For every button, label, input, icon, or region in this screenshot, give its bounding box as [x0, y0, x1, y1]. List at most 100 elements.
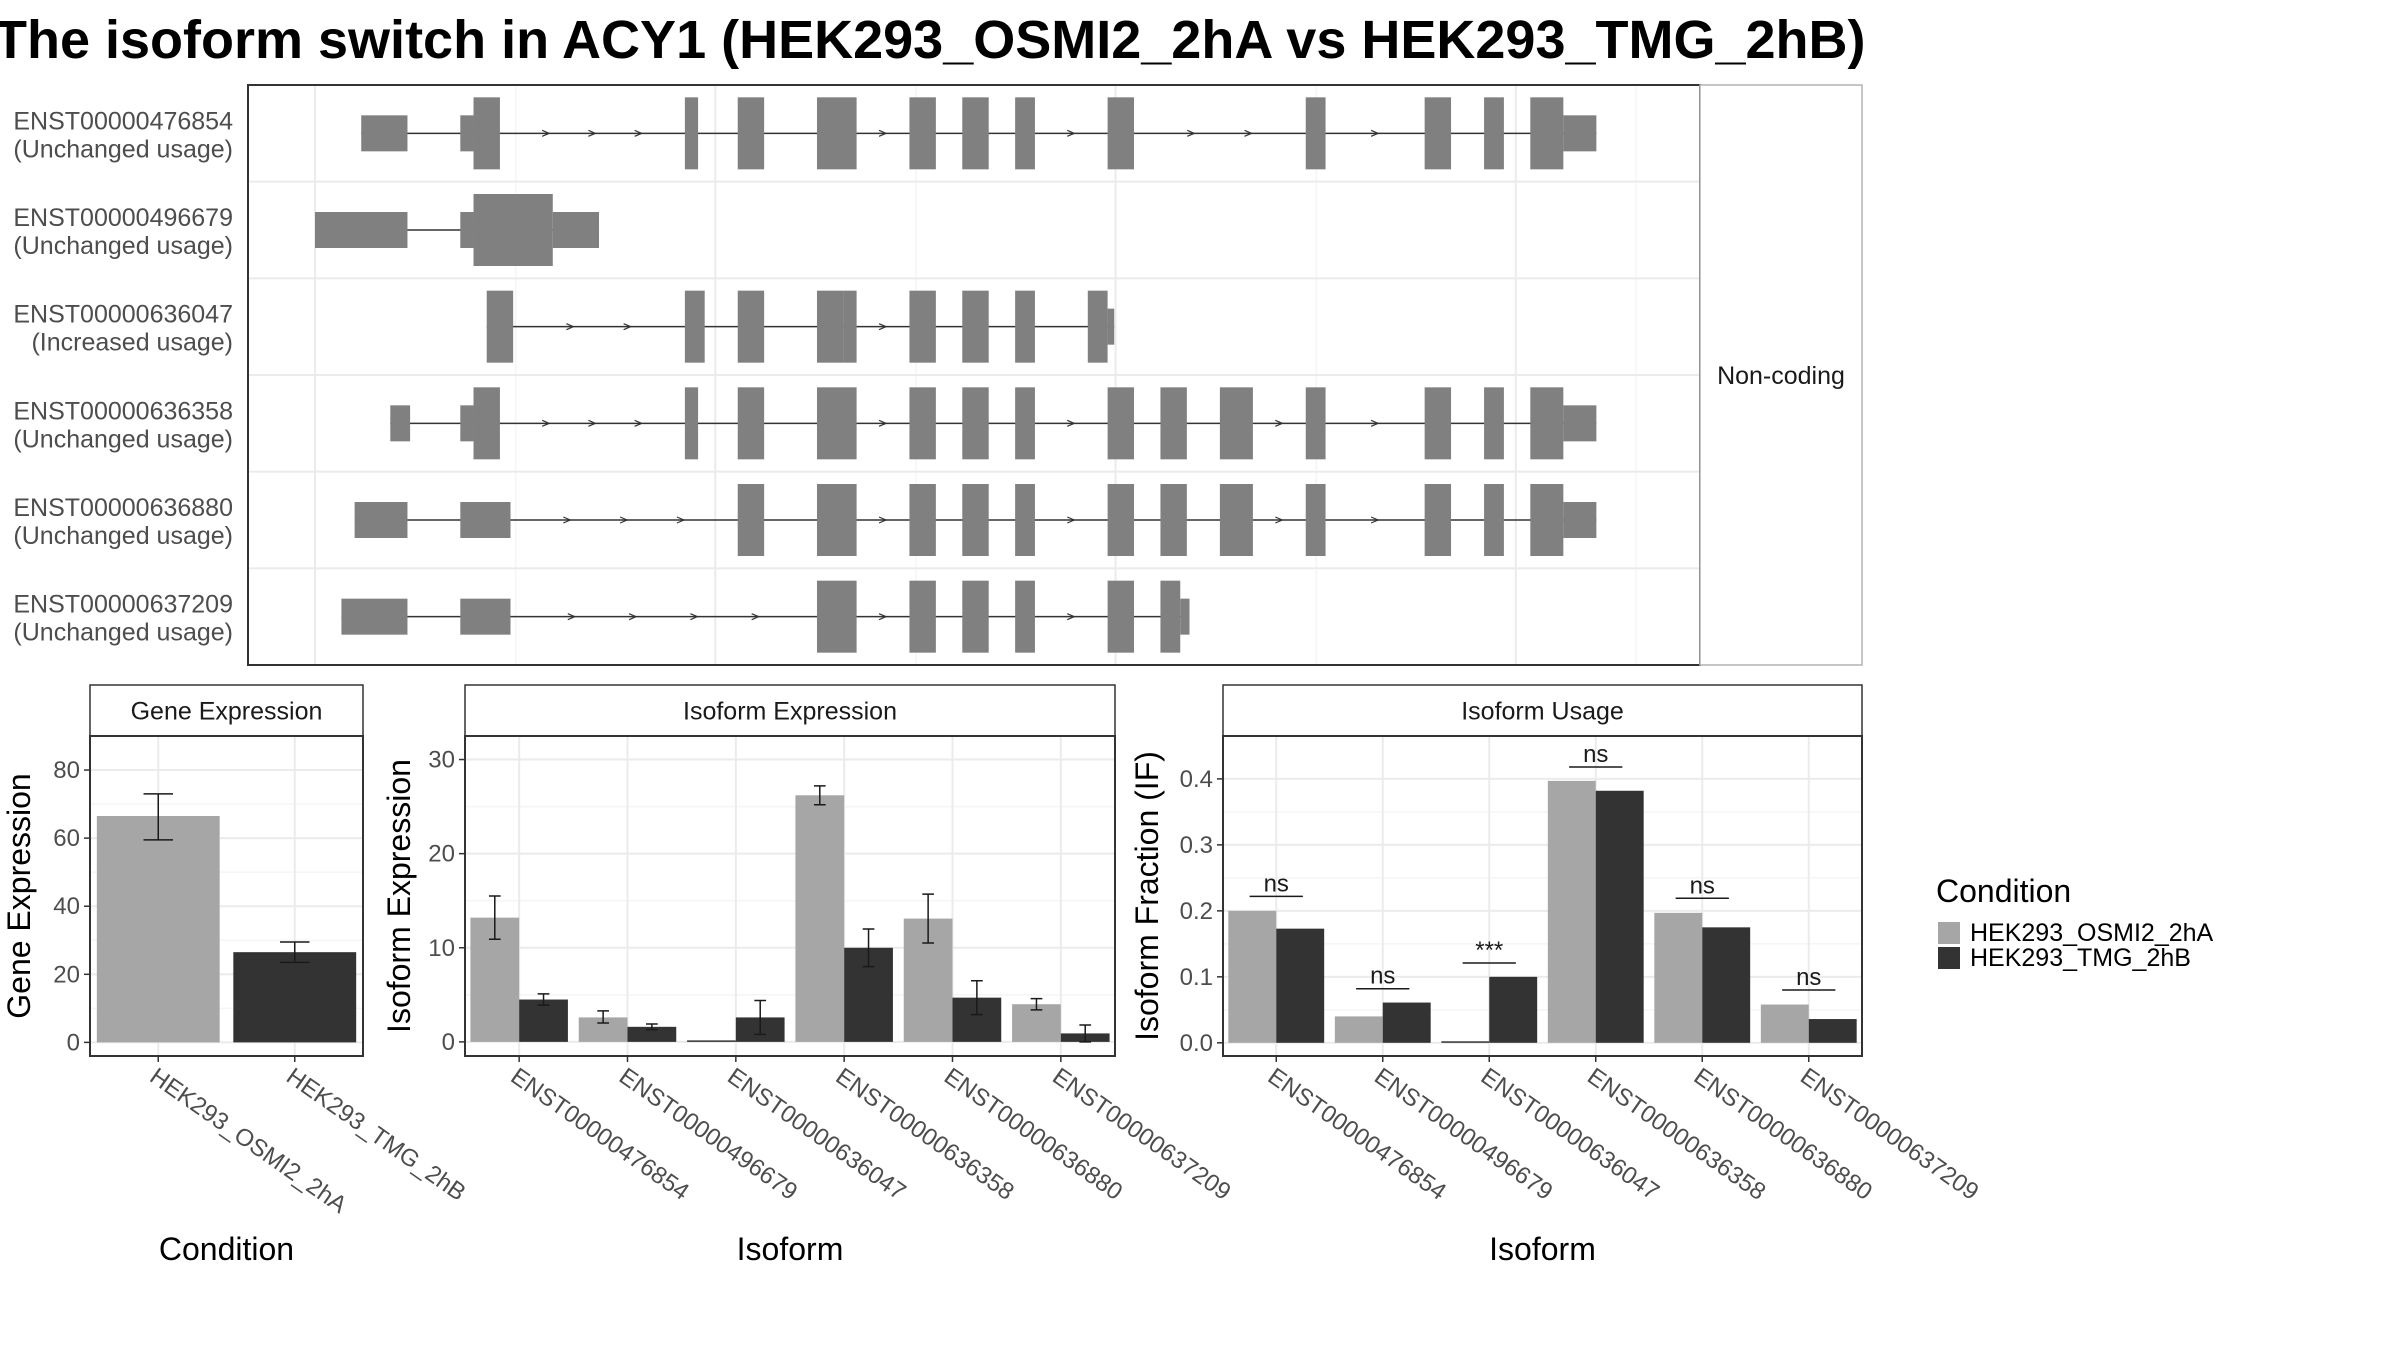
- coding-exon: [737, 387, 765, 460]
- transcript-row: ENST00000637209(Unchanged usage): [13, 580, 1190, 653]
- coding-exon: [1107, 97, 1135, 170]
- bar: [1595, 790, 1644, 1043]
- direction-arrow: [878, 323, 888, 331]
- error-bar: [1030, 997, 1043, 1011]
- transcript-structure-panel: ENST00000476854(Unchanged usage)ENST0000…: [13, 84, 1863, 666]
- direction-arrow: [563, 516, 572, 524]
- y-tick-label: 0.4: [1180, 766, 1213, 793]
- transcript-row: ENST00000496679(Unchanged usage): [13, 194, 600, 266]
- plot-background: [465, 736, 1115, 1056]
- transcript-usage-label: (Increased usage): [31, 329, 233, 357]
- significance-label: ns: [1583, 741, 1608, 768]
- x-tick-label: ENST00000636880: [939, 1063, 1127, 1206]
- x-tick-label: ENST00000637209: [1047, 1063, 1235, 1206]
- coding-exon: [816, 97, 857, 170]
- legend-swatch: [1938, 947, 1960, 969]
- error-bar: [1079, 1024, 1092, 1043]
- direction-arrow: [634, 419, 644, 427]
- direction-arrow: [878, 516, 888, 524]
- coding-exon: [473, 194, 553, 266]
- x-tick-label: ENST00000636880: [1689, 1063, 1877, 1206]
- coding-exon: [473, 387, 500, 460]
- legend-title: Condition: [1936, 873, 2071, 909]
- transcript-row: ENST00000636358(Unchanged usage): [13, 387, 1597, 460]
- coding-exon: [1484, 387, 1504, 460]
- coding-exon: [737, 484, 765, 556]
- utr-exon: [1563, 502, 1597, 538]
- coding-exon: [962, 387, 989, 460]
- utr-exon: [1563, 405, 1597, 442]
- utr-exon: [354, 502, 408, 538]
- direction-arrow: [751, 613, 761, 621]
- x-tick-label: ENST00000476854: [506, 1063, 694, 1206]
- coding-exon: [684, 290, 705, 363]
- y-tick-label: 0: [442, 1029, 455, 1056]
- coding-exon: [962, 97, 989, 170]
- error-bar: [813, 785, 826, 806]
- direction-arrow: [623, 323, 633, 331]
- y-tick-label: 0.2: [1180, 898, 1213, 925]
- panel-title-strip: [89, 684, 364, 737]
- transcript-row: ENST00000636047(Increased usage): [13, 290, 1115, 363]
- legend-label: HEK293_TMG_2hB: [1970, 944, 2191, 972]
- coding-exon: [962, 484, 989, 556]
- coding-exon: [737, 97, 765, 170]
- error-bar: [862, 928, 875, 968]
- bar: [1702, 927, 1751, 1043]
- direction-arrow: [878, 613, 888, 621]
- direction-arrow: [1067, 419, 1076, 427]
- direction-arrow: [588, 129, 597, 137]
- y-tick-label: 20: [428, 841, 455, 868]
- error-bar: [488, 895, 501, 941]
- coding-exon: [1160, 484, 1187, 556]
- transcript-usage-label: (Unchanged usage): [13, 232, 233, 260]
- coding-exon: [909, 290, 936, 363]
- coding-exon: [1530, 484, 1564, 556]
- direction-arrow: [1370, 419, 1380, 427]
- coding-exon: [1015, 290, 1035, 363]
- coding-exon: [1219, 484, 1253, 556]
- coding-exon: [1305, 97, 1326, 170]
- coding-exon: [1015, 484, 1035, 556]
- coding-exon: [816, 290, 844, 363]
- transcript-usage-label: (Unchanged usage): [13, 522, 233, 550]
- utr-exon: [361, 115, 408, 152]
- error-bar: [754, 999, 767, 1036]
- x-tick-label: ENST00000636047: [1476, 1063, 1664, 1206]
- y-tick-label: 0: [67, 1029, 80, 1056]
- utr-exon: [315, 212, 408, 248]
- transcript-usage-label: (Unchanged usage): [13, 425, 233, 453]
- utr-exon: [460, 212, 474, 248]
- coding-exon: [1219, 387, 1253, 460]
- panel-title: Isoform Usage: [1461, 698, 1624, 726]
- transcript-usage-label: (Unchanged usage): [13, 135, 233, 163]
- legend-swatch: [1938, 922, 1960, 944]
- coding-exon: [684, 387, 699, 460]
- x-axis-title: Isoform: [1489, 1231, 1596, 1267]
- direction-arrow: [1067, 516, 1076, 524]
- x-tick-label: ENST00000637209: [1795, 1063, 1983, 1206]
- panel-title-strip: [1222, 684, 1863, 737]
- transcript-id-label: ENST00000476854: [13, 107, 233, 135]
- y-tick-label: 80: [53, 757, 80, 784]
- x-tick-label: ENST00000496679: [1369, 1063, 1557, 1206]
- coding-exon: [1305, 387, 1326, 460]
- direction-arrow: [1370, 516, 1380, 524]
- coding-exon: [909, 387, 936, 460]
- bar: [795, 795, 845, 1042]
- coding-exon: [1160, 387, 1187, 460]
- direction-arrow: [541, 419, 551, 427]
- error-bar: [646, 1023, 658, 1031]
- y-tick-label: 60: [53, 825, 80, 852]
- panel-title: Gene Expression: [131, 698, 323, 726]
- direction-arrow: [1244, 129, 1254, 137]
- y-tick-label: 0.3: [1180, 832, 1213, 859]
- direction-arrow: [619, 516, 629, 524]
- direction-arrow: [878, 419, 888, 427]
- coding-exon: [1530, 387, 1564, 460]
- coding-exon: [1484, 484, 1504, 556]
- coding-exon: [1107, 484, 1135, 556]
- coding-exon: [1107, 580, 1135, 653]
- utr-exon: [552, 212, 600, 248]
- direction-arrow: [1067, 613, 1076, 621]
